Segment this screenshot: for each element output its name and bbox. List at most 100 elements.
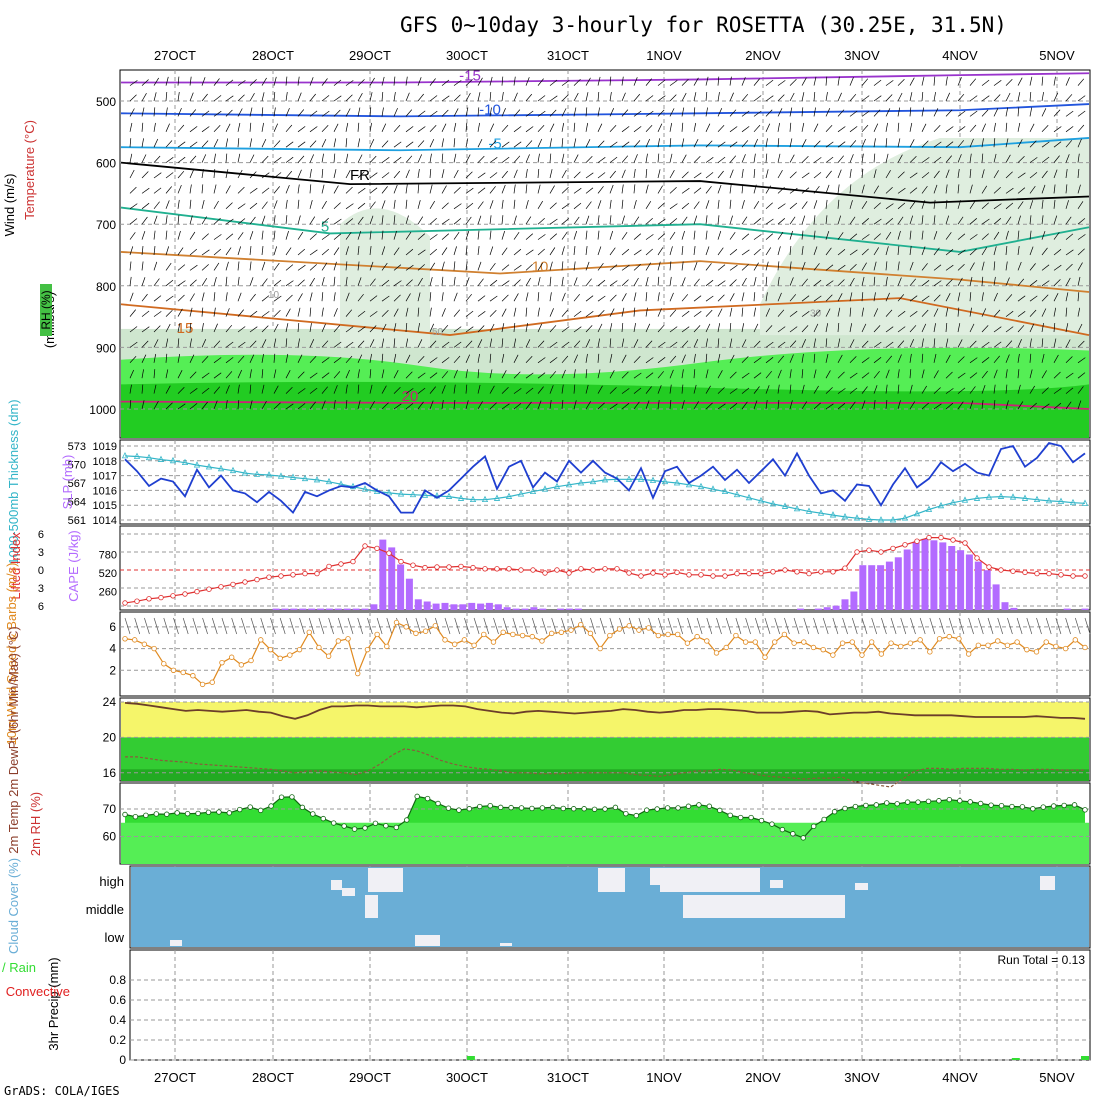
- rh-marker: [1061, 802, 1067, 809]
- wind-barb: [945, 249, 954, 256]
- wind-barb: [753, 262, 759, 271]
- thickness-marker: [937, 501, 945, 509]
- wind-speed-line: [124, 621, 1086, 686]
- wind-barb: [777, 94, 785, 102]
- wind-barb: [321, 323, 326, 333]
- wind-barb: [321, 78, 328, 86]
- wind-barb: [597, 140, 605, 148]
- wind-barb: [1041, 247, 1048, 256]
- wind-barb: [333, 169, 337, 179]
- wind-barb: [1077, 276, 1081, 286]
- li-marker: [386, 550, 392, 556]
- wind-barb: [945, 215, 950, 225]
- thickness-marker: [1069, 498, 1077, 506]
- wind-barb: [129, 326, 138, 333]
- wind-barb: [765, 138, 768, 148]
- wind-barb: [693, 369, 696, 379]
- wind-barb: [177, 280, 186, 287]
- cape-bar: [299, 608, 307, 610]
- thickness-marker: [889, 516, 897, 523]
- wind-barb: [921, 295, 930, 302]
- wind-barb: [441, 308, 446, 317]
- wind-barb: [837, 322, 840, 333]
- wind-barb: [429, 153, 432, 163]
- wind-barb: [633, 184, 636, 194]
- wind-barb: [705, 402, 713, 410]
- wind-barb: [969, 340, 977, 348]
- wind-barb: [753, 168, 756, 179]
- wind-barb: [525, 77, 530, 86]
- wind-barb: [705, 186, 712, 194]
- wind-barb: [285, 170, 293, 179]
- wind-barb: [1053, 155, 1060, 163]
- wind-barb: [789, 384, 792, 394]
- wind-barb-10m: [764, 617, 771, 635]
- wind-barb: [669, 341, 678, 348]
- wind-barb: [597, 91, 600, 102]
- wind-barb-10m: [386, 617, 393, 635]
- wind-barb-10m: [890, 617, 897, 635]
- cloud-tick-label: low: [104, 930, 124, 945]
- wind-barb: [669, 246, 673, 256]
- wind-barb: [333, 292, 336, 302]
- upper-side-label-wind: Wind (m/s): [2, 174, 17, 237]
- wind-barb: [309, 126, 318, 133]
- wind-barb: [345, 94, 353, 102]
- wind-barb: [1029, 295, 1038, 302]
- wind-barb: [525, 93, 533, 102]
- wind-barb: [513, 293, 519, 302]
- wind-barb: [801, 156, 809, 163]
- wind-barb: [741, 356, 749, 364]
- wind-barb: [441, 400, 444, 410]
- wind-barb: [453, 261, 456, 271]
- li-tick-label: 6: [38, 529, 44, 541]
- rh-ylabel: 2m RH (%): [28, 792, 43, 856]
- temp-tick-label: 24: [103, 695, 117, 709]
- wind-barb: [957, 200, 961, 209]
- wind-barb: [825, 387, 833, 394]
- wind-barb: [729, 403, 738, 410]
- rh-marker: [372, 820, 379, 826]
- wind-barb: [633, 200, 637, 209]
- wind-barb: [597, 338, 600, 348]
- wind-barb: [189, 307, 193, 317]
- wind-barb-10m: [667, 617, 674, 635]
- wind-barb: [369, 107, 372, 117]
- wind-barb: [621, 169, 626, 179]
- wind-barb: [1005, 107, 1009, 117]
- wind-barb: [933, 387, 941, 394]
- wind-barb: [813, 263, 820, 271]
- wind-barb: [513, 109, 521, 117]
- wind-barb: [405, 169, 410, 179]
- wind-barb: [777, 231, 784, 240]
- wind-barb: [825, 247, 832, 256]
- wind-barb: [525, 307, 528, 317]
- wind-barb: [789, 171, 797, 179]
- wind-barb: [537, 372, 546, 379]
- wind-speed-marker: [801, 639, 807, 645]
- wind-barb: [873, 218, 882, 225]
- wind-barb: [465, 107, 469, 117]
- wind-barb: [129, 341, 138, 348]
- wind-barb: [513, 264, 522, 271]
- wind-barb-10m: [531, 617, 538, 635]
- wind-barb: [177, 92, 180, 102]
- wind-barb: [885, 80, 894, 86]
- thickness-marker: [637, 475, 645, 482]
- wind-barb: [801, 122, 805, 132]
- wind-barb: [333, 385, 338, 394]
- wind-barb: [429, 110, 438, 117]
- wind-barb: [669, 203, 678, 210]
- wind-barb: [477, 201, 484, 210]
- wind-barb: [345, 80, 354, 86]
- wind-barb: [381, 402, 389, 410]
- wind-barb: [669, 153, 673, 163]
- wind-barb: [669, 122, 673, 132]
- wind-barb: [525, 356, 533, 364]
- wind-barb: [993, 94, 1001, 102]
- wind-barb: [237, 369, 243, 379]
- wind-barb: [585, 261, 590, 271]
- wind-barb: [1077, 234, 1086, 240]
- wind-barb: [501, 230, 506, 240]
- wind-barb: [405, 279, 413, 287]
